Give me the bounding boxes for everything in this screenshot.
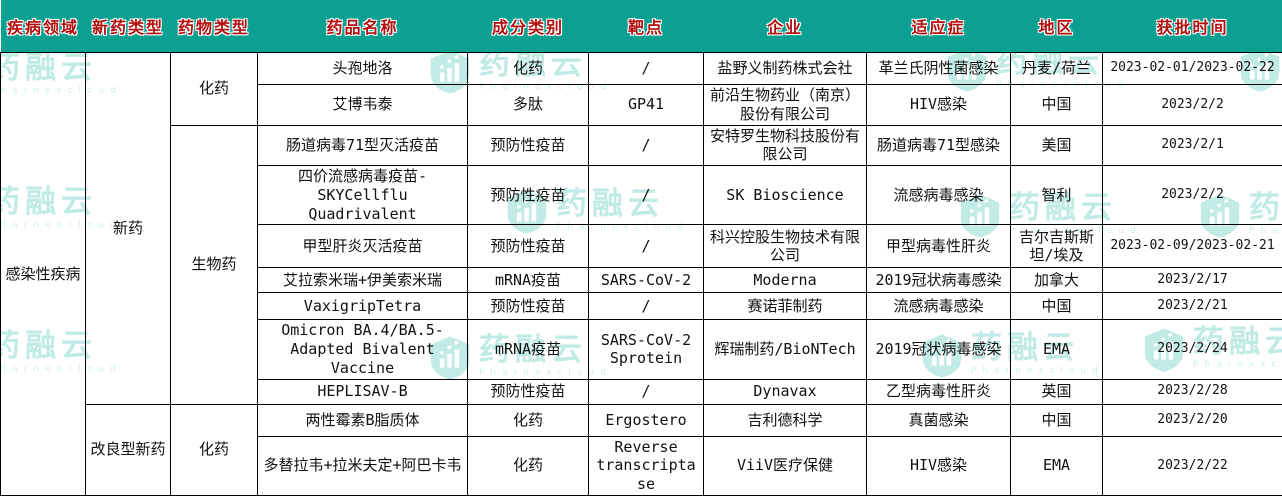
cell-bio-drug-group: 生物药 <box>171 125 258 404</box>
cell-approval-date: 2023/2/2 <box>1103 85 1282 126</box>
cell-drug-name: 头孢地洛 <box>258 53 468 85</box>
cell-target: / <box>589 166 704 225</box>
header-target: 靶点 <box>589 0 704 53</box>
cell-indication: 2019冠状病毒感染 <box>867 268 1011 293</box>
cell-indication: 流感病毒感染 <box>867 166 1011 225</box>
cell-target: / <box>589 379 704 404</box>
cell-drug-name: HEPLISAV-B <box>258 379 468 404</box>
cell-target: SARS-CoV-2 <box>589 268 704 293</box>
cell-company: SK Bioscience <box>704 166 867 225</box>
cell-approval-date: 2023/2/17 <box>1103 268 1282 293</box>
cell-region: 英国 <box>1011 379 1103 404</box>
cell-component: 化药 <box>468 404 589 436</box>
cell-component: 预防性疫苗 <box>468 379 589 404</box>
cell-drug-name: 艾拉索米瑞+伊美索米瑞 <box>258 268 468 293</box>
cell-approval-date: 2023/2/1 <box>1103 125 1282 166</box>
cell-target: / <box>589 53 704 85</box>
cell-region: EMA <box>1011 436 1103 495</box>
header-disease-area: 疾病领域 <box>1 0 86 53</box>
cell-drug-name: 肠道病毒71型灭活疫苗 <box>258 125 468 166</box>
cell-target: Ergostero <box>589 404 704 436</box>
cell-region: 中国 <box>1011 404 1103 436</box>
table-row: 感染性疾病 新药 化药 头孢地洛 化药 / 盐野义制药株式会社 革兰氏阴性菌感染… <box>1 53 1282 85</box>
cell-component: mRNA疫苗 <box>468 268 589 293</box>
cell-company: 吉利德科学 <box>704 404 867 436</box>
cell-company: 赛诺菲制药 <box>704 293 867 320</box>
cell-region: 丹麦/荷兰 <box>1011 53 1103 85</box>
header-company: 企业 <box>704 0 867 53</box>
cell-drug-name: 四价流感病毒疫苗-SKYCellflu Quadrivalent <box>258 166 468 225</box>
cell-drug-name: VaxigripTetra <box>258 293 468 320</box>
cell-company: 前沿生物药业（南京）股份有限公司 <box>704 85 867 126</box>
cell-indication: 乙型病毒性肝炎 <box>867 379 1011 404</box>
cell-company: Moderna <box>704 268 867 293</box>
cell-indication: 革兰氏阴性菌感染 <box>867 53 1011 85</box>
cell-region: 加拿大 <box>1011 268 1103 293</box>
cell-company: Dynavax <box>704 379 867 404</box>
cell-drug-name: 艾博韦泰 <box>258 85 468 126</box>
cell-region: 美国 <box>1011 125 1103 166</box>
cell-indication: HIV感染 <box>867 85 1011 126</box>
cell-drug-name: 两性霉素B脂质体 <box>258 404 468 436</box>
cell-region: 中国 <box>1011 85 1103 126</box>
header-drug-type: 药物类型 <box>171 0 258 53</box>
cell-component: 多肽 <box>468 85 589 126</box>
cell-company: 辉瑞制药/BioNTech <box>704 320 867 379</box>
cell-region: 智利 <box>1011 166 1103 225</box>
cell-chem-drug-group: 化药 <box>171 53 258 126</box>
cell-approval-date: 2023-02-09/2023-02-21 <box>1103 225 1282 268</box>
cell-target: / <box>589 293 704 320</box>
cell-drug-name: Omicron BA.4/BA.5-Adapted Bivalent Vacci… <box>258 320 468 379</box>
header-drug-name: 药品名称 <box>258 0 468 53</box>
cell-company: 科兴控股生物技术有限公司 <box>704 225 867 268</box>
table-row: 改良型新药 化药 两性霉素B脂质体 化药 Ergostero 吉利德科学 真菌感… <box>1 404 1282 436</box>
cell-approval-date: 2023/2/24 <box>1103 320 1282 379</box>
cell-approval-date: 2023/2/2 <box>1103 166 1282 225</box>
cell-indication: 肠道病毒71型感染 <box>867 125 1011 166</box>
cell-drug-name: 甲型肝炎灭活疫苗 <box>258 225 468 268</box>
cell-indication: 真菌感染 <box>867 404 1011 436</box>
cell-company: 安特罗生物科技股份有限公司 <box>704 125 867 166</box>
header-approval-date: 获批时间 <box>1103 0 1282 53</box>
cell-component: 化药 <box>468 53 589 85</box>
cell-drug-name: 多替拉韦+拉米夫定+阿巴卡韦 <box>258 436 468 495</box>
cell-approval-date: 2023/2/20 <box>1103 404 1282 436</box>
cell-region: 吉尔吉斯斯坦/埃及 <box>1011 225 1103 268</box>
cell-company: ViiV医疗保健 <box>704 436 867 495</box>
cell-region: 中国 <box>1011 293 1103 320</box>
cell-indication: 2019冠状病毒感染 <box>867 320 1011 379</box>
cell-component: 预防性疫苗 <box>468 225 589 268</box>
header-indication: 适应症 <box>867 0 1011 53</box>
header-component-type: 成分类别 <box>468 0 589 53</box>
cell-target: SARS-CoV-2 Sprotein <box>589 320 704 379</box>
cell-new-drug-group: 新药 <box>86 53 171 405</box>
cell-target: GP41 <box>589 85 704 126</box>
cell-approval-date: 2023/2/21 <box>1103 293 1282 320</box>
cell-target: / <box>589 125 704 166</box>
header-new-drug-type: 新药类型 <box>86 0 171 53</box>
table-row: 生物药 肠道病毒71型灭活疫苗 预防性疫苗 / 安特罗生物科技股份有限公司 肠道… <box>1 125 1282 166</box>
cell-component: mRNA疫苗 <box>468 320 589 379</box>
cell-approval-date: 2023/2/22 <box>1103 436 1282 495</box>
header-row: 疾病领域 新药类型 药物类型 药品名称 成分类别 靶点 企业 适应症 地区 获批… <box>1 0 1282 53</box>
cell-approval-date: 2023/2/28 <box>1103 379 1282 404</box>
cell-chem-drug-group-bottom: 化药 <box>171 404 258 495</box>
cell-company: 盐野义制药株式会社 <box>704 53 867 85</box>
cell-indication: HIV感染 <box>867 436 1011 495</box>
cell-indication: 甲型病毒性肝炎 <box>867 225 1011 268</box>
cell-improved-new-drug-group: 改良型新药 <box>86 404 171 495</box>
cell-component: 化药 <box>468 436 589 495</box>
cell-component: 预防性疫苗 <box>468 166 589 225</box>
cell-disease-area: 感染性疾病 <box>1 53 86 496</box>
cell-component: 预防性疫苗 <box>468 125 589 166</box>
cell-region: EMA <box>1011 320 1103 379</box>
cell-indication: 流感病毒感染 <box>867 293 1011 320</box>
cell-target: Reverse transcriptase <box>589 436 704 495</box>
cell-target: / <box>589 225 704 268</box>
cell-approval-date: 2023-02-01/2023-02-22 <box>1103 53 1282 85</box>
header-region: 地区 <box>1011 0 1103 53</box>
cell-component: 预防性疫苗 <box>468 293 589 320</box>
